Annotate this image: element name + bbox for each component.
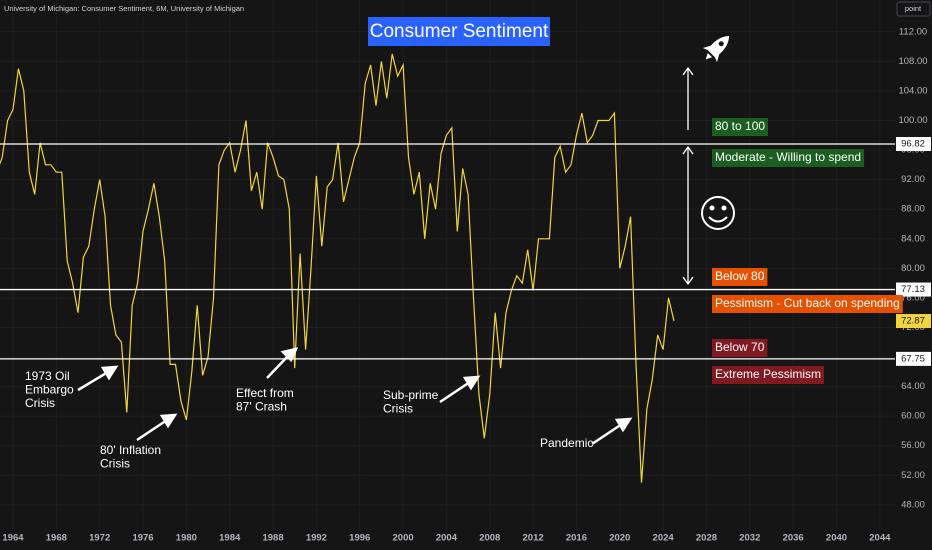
- y-tick-label: 112.00: [899, 26, 927, 37]
- x-tick-label: 2024: [653, 533, 675, 544]
- x-tick-label: 1964: [2, 533, 24, 544]
- x-tick-label: 1980: [176, 533, 197, 544]
- header: University of Michigan: Consumer Sentime…: [4, 4, 244, 13]
- plot: [0, 53, 895, 483]
- x-tick-label: 2028: [696, 533, 717, 544]
- zone-heading: Below 70: [715, 340, 765, 354]
- zone-text: Pessimism - Cut back on spending: [715, 296, 900, 310]
- last-value-box: [896, 314, 931, 329]
- annotation: 1973 Oil: [25, 369, 70, 383]
- last-value-label: 72.87: [901, 316, 925, 327]
- range-arrows: [682, 66, 694, 286]
- y-tick-label: 104.00: [898, 85, 927, 96]
- annotation: Crisis: [25, 396, 55, 410]
- y-tick-label: 52.00: [901, 470, 925, 481]
- level-label-box: [896, 351, 931, 366]
- y-tick-label: 100.00: [898, 115, 927, 126]
- title-box: [368, 17, 550, 46]
- level-label: 77.13: [901, 284, 925, 295]
- annotation: Pandemic: [540, 436, 593, 450]
- level-label: 96.82: [901, 139, 925, 150]
- zone-heading: Below 80: [715, 269, 765, 283]
- labels: 48.0052.0056.0060.0064.0068.0072.0076.00…: [2, 26, 931, 544]
- x-tick-label: 2000: [393, 533, 414, 544]
- unit-button-label[interactable]: point: [905, 4, 922, 13]
- y-tick-label: 64.00: [901, 381, 925, 392]
- level-label-box: [896, 136, 931, 151]
- zone-box: [712, 118, 769, 136]
- y-tick-label: 76.00: [901, 292, 925, 303]
- y-tick-label: 60.00: [901, 411, 925, 422]
- y-tick-label: 92.00: [901, 174, 925, 185]
- zone-heading: 80 to 100: [715, 119, 765, 133]
- zone-box: [712, 268, 768, 286]
- x-tick-label: 1984: [219, 533, 241, 544]
- zone-box: [712, 295, 903, 313]
- x-tick-label: 2040: [826, 533, 847, 544]
- annotation: 87' Crash: [236, 400, 287, 414]
- annotation: 80' Inflation: [100, 443, 161, 457]
- annotation-arrows: [77, 347, 633, 446]
- zone-box: [712, 339, 768, 357]
- y-tick-label: 108.00: [898, 56, 927, 67]
- unit-button[interactable]: [896, 1, 931, 17]
- x-tick-label: 2044: [869, 533, 891, 544]
- x-tick-label: 2004: [436, 533, 458, 544]
- x-tick-label: 2016: [566, 533, 587, 544]
- x-tick-label: 1992: [306, 533, 327, 544]
- annotation: Crisis: [383, 402, 413, 416]
- level-label-box: [896, 282, 931, 297]
- x-tick-label: 1976: [132, 533, 153, 544]
- annotation: Embargo: [25, 383, 74, 397]
- x-tick-label: 1972: [89, 533, 110, 544]
- zone-text: Moderate - Willing to spend: [715, 150, 861, 164]
- annotation: Effect from: [236, 386, 294, 400]
- zone-box: [712, 366, 825, 384]
- annotation: Sub-prime: [383, 388, 439, 402]
- x-tick-label: 2036: [783, 533, 804, 544]
- level-label: 67.75: [901, 353, 925, 364]
- x-tick-label: 1996: [349, 533, 370, 544]
- y-tick-label: 80.00: [901, 263, 925, 274]
- y-tick-label: 88.00: [901, 204, 925, 215]
- series-line: [0, 53, 675, 483]
- y-tick-label: 84.00: [901, 233, 925, 244]
- chart-title: Consumer Sentiment: [370, 21, 549, 42]
- x-tick-label: 2008: [479, 533, 500, 544]
- y-tick-label: 56.00: [901, 440, 925, 451]
- y-tick-label: 48.00: [901, 499, 925, 510]
- x-tick-label: 2020: [609, 533, 630, 544]
- x-tick-label: 2032: [739, 533, 760, 544]
- zone-text: Extreme Pessimism: [715, 367, 821, 381]
- x-tick-label: 1968: [46, 533, 67, 544]
- smiley-icon: [701, 196, 735, 230]
- annotation: Crisis: [100, 457, 130, 471]
- x-tick-label: 1988: [262, 533, 283, 544]
- x-tick-label: 2012: [523, 533, 544, 544]
- zone-box: [712, 149, 865, 167]
